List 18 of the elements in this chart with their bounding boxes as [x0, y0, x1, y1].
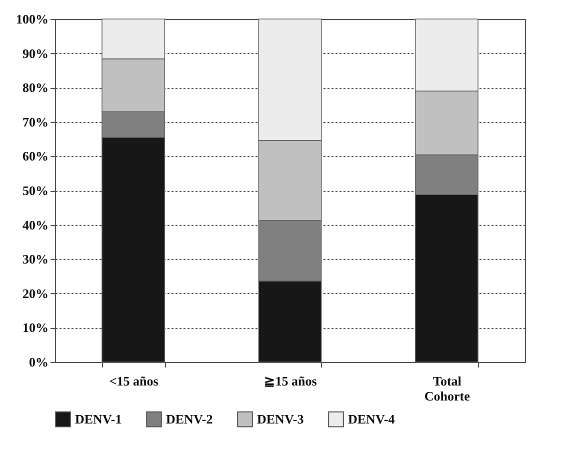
legend-label: DENV-1	[75, 411, 122, 426]
x-tick-label: <15 años	[109, 374, 158, 388]
y-tick-label: 20%	[22, 286, 48, 301]
x-tick-label: Total Cohorte	[424, 374, 470, 404]
y-tick-label: 40%	[22, 217, 48, 232]
y-tick-label: 50%	[22, 183, 48, 198]
y-tick-label: 0%	[29, 354, 48, 370]
y-tick-label: 60%	[22, 148, 48, 164]
y-tick-label: 80%	[22, 80, 48, 96]
x-tick-label: ≧15 años	[264, 374, 317, 388]
y-tick-label: 100%	[16, 12, 48, 26]
y-tick-label: 90%	[22, 46, 48, 61]
y-tick-label: 30%	[22, 252, 48, 267]
y-tick-label: 70%	[22, 114, 48, 130]
y-tick-label: 10%	[22, 320, 48, 336]
legend-label: DENV-3	[257, 411, 304, 426]
legend-label: DENV-4	[348, 411, 396, 426]
legend-label: DENV-2	[166, 411, 213, 426]
